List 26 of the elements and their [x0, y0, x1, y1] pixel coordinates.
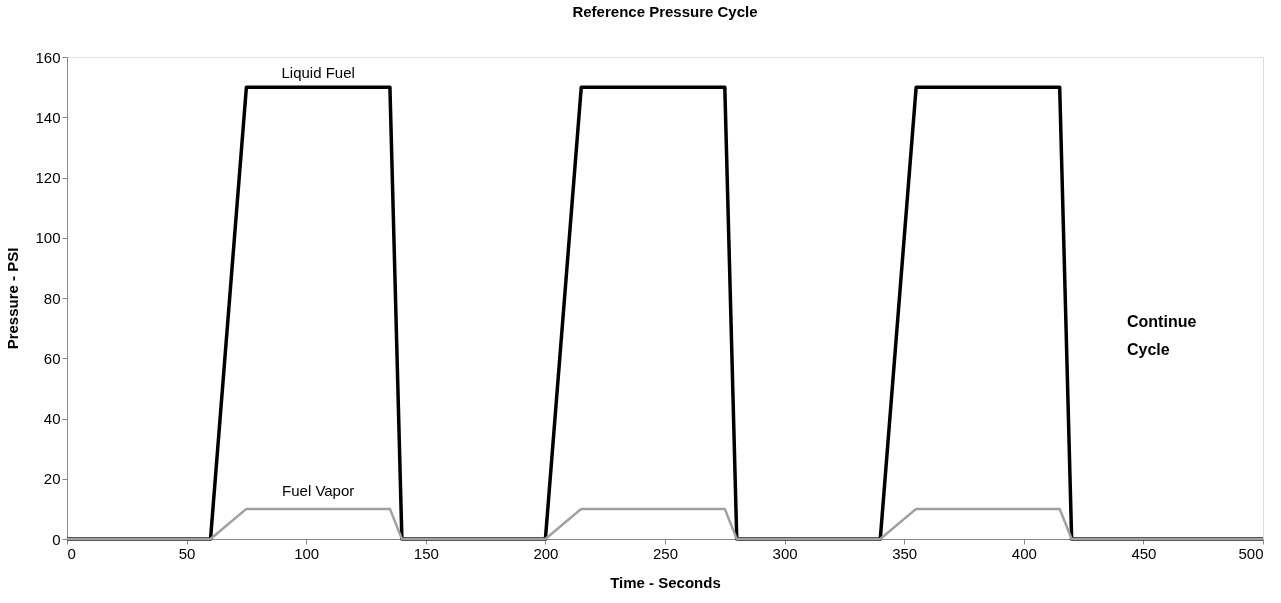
- chart-title: Reference Pressure Cycle: [572, 3, 758, 20]
- series-label: Fuel Vapor: [282, 481, 355, 499]
- x-tick-label: 300: [772, 544, 798, 562]
- y-tick-label: 60: [43, 349, 61, 367]
- x-tick-label: 450: [1131, 544, 1157, 562]
- x-tick-label: 50: [178, 544, 196, 562]
- y-tick-label: 40: [43, 410, 61, 427]
- x-axis-title: Time - Seconds: [610, 573, 721, 591]
- y-tick-label: 120: [35, 169, 61, 186]
- x-tick-label: 250: [652, 544, 679, 562]
- y-tick-label: 80: [43, 289, 61, 307]
- y-tick-label: 0: [52, 530, 61, 548]
- y-tick-label: 160: [35, 48, 61, 66]
- y-axis-title: Pressure - PSI: [4, 247, 22, 350]
- x-tick-label: 200: [533, 544, 559, 562]
- x-tick-label: 100: [294, 544, 320, 562]
- y-tick-label: 100: [35, 229, 61, 247]
- y-tick-label: 140: [35, 108, 61, 126]
- x-tick-label: 350: [892, 544, 918, 562]
- x-tick-label: 400: [1011, 544, 1037, 562]
- x-tick-label: 500: [1238, 544, 1264, 562]
- series-label: Liquid Fuel: [281, 64, 355, 82]
- x-tick-label: 0: [67, 544, 76, 562]
- x-tick-label: 150: [413, 544, 439, 562]
- annotation: Continue Cycle: [1127, 313, 1197, 358]
- y-tick-label: 20: [43, 470, 61, 488]
